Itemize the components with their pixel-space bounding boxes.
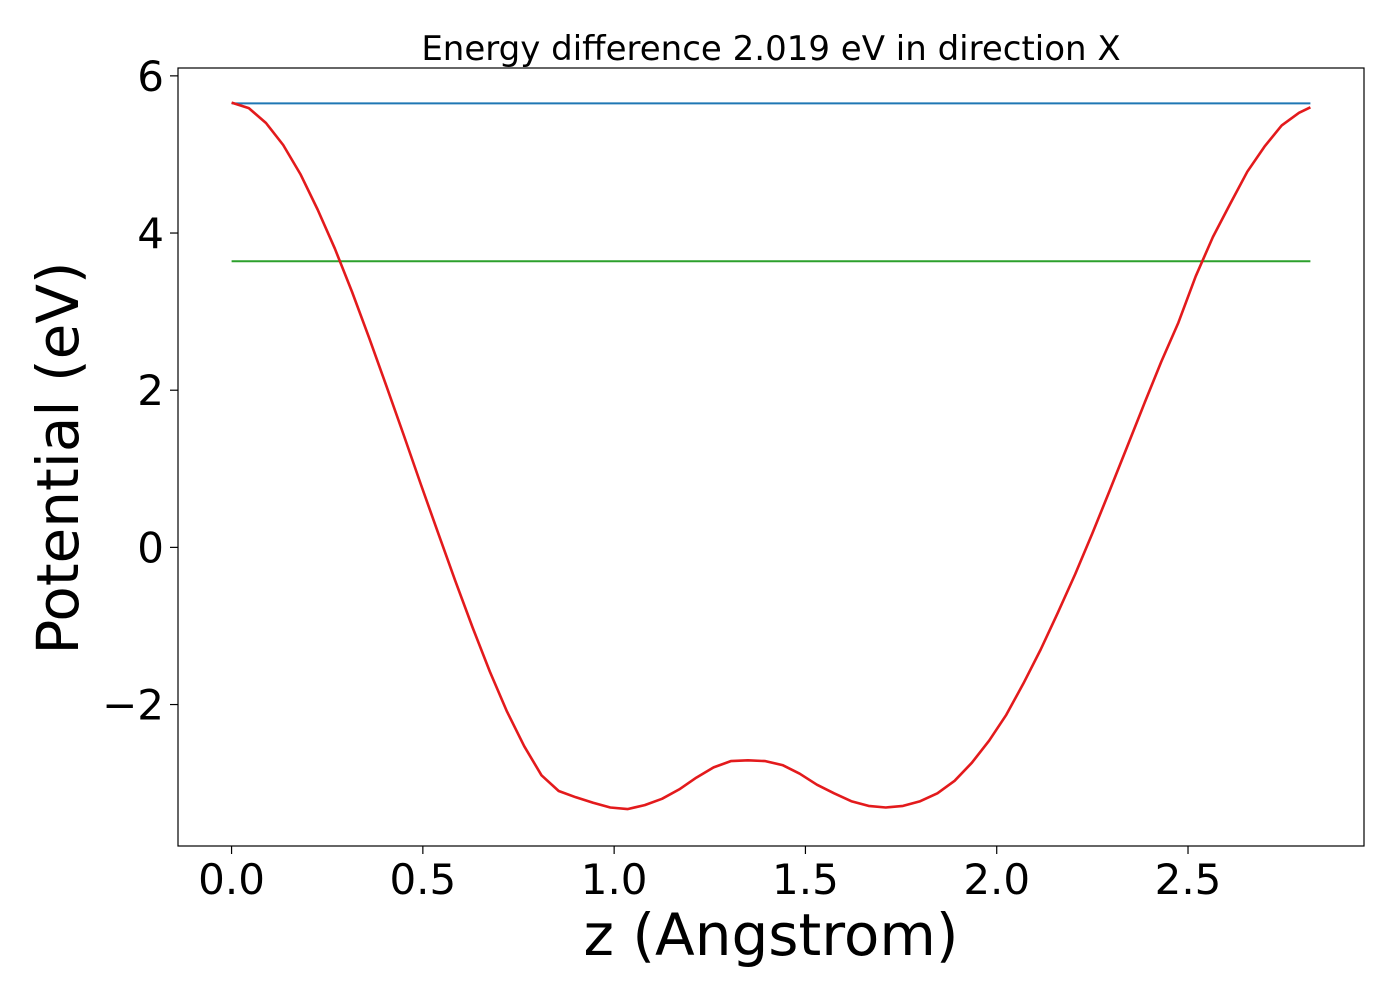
y-tick-label: 2 xyxy=(137,366,164,415)
x-axis-label: z (Angstrom) xyxy=(584,901,959,969)
x-tick-label: 1.0 xyxy=(581,855,648,904)
chart-title: Energy difference 2.019 eV in direction … xyxy=(421,29,1120,69)
y-axis-label: Potential (eV) xyxy=(24,261,92,654)
y-tick-label: 6 xyxy=(137,52,164,101)
x-tick-label: 0.0 xyxy=(198,855,265,904)
series-layer xyxy=(231,101,1311,811)
x-axis: 0.0 0.5 1.0 1.5 2.0 2.5 xyxy=(198,846,1221,904)
plot-area xyxy=(177,67,1365,847)
y-tick-label: 0 xyxy=(137,523,164,572)
x-tick-label: 2.0 xyxy=(963,855,1030,904)
y-tick-label: −2 xyxy=(102,681,164,730)
x-tick-label: 0.5 xyxy=(389,855,456,904)
y-axis: −2 0 2 4 6 xyxy=(102,52,178,730)
x-tick-label: 2.5 xyxy=(1155,855,1222,904)
x-tick-label: 1.5 xyxy=(772,855,839,904)
y-tick-label: 4 xyxy=(137,209,164,258)
series-line-3 xyxy=(231,101,1311,811)
